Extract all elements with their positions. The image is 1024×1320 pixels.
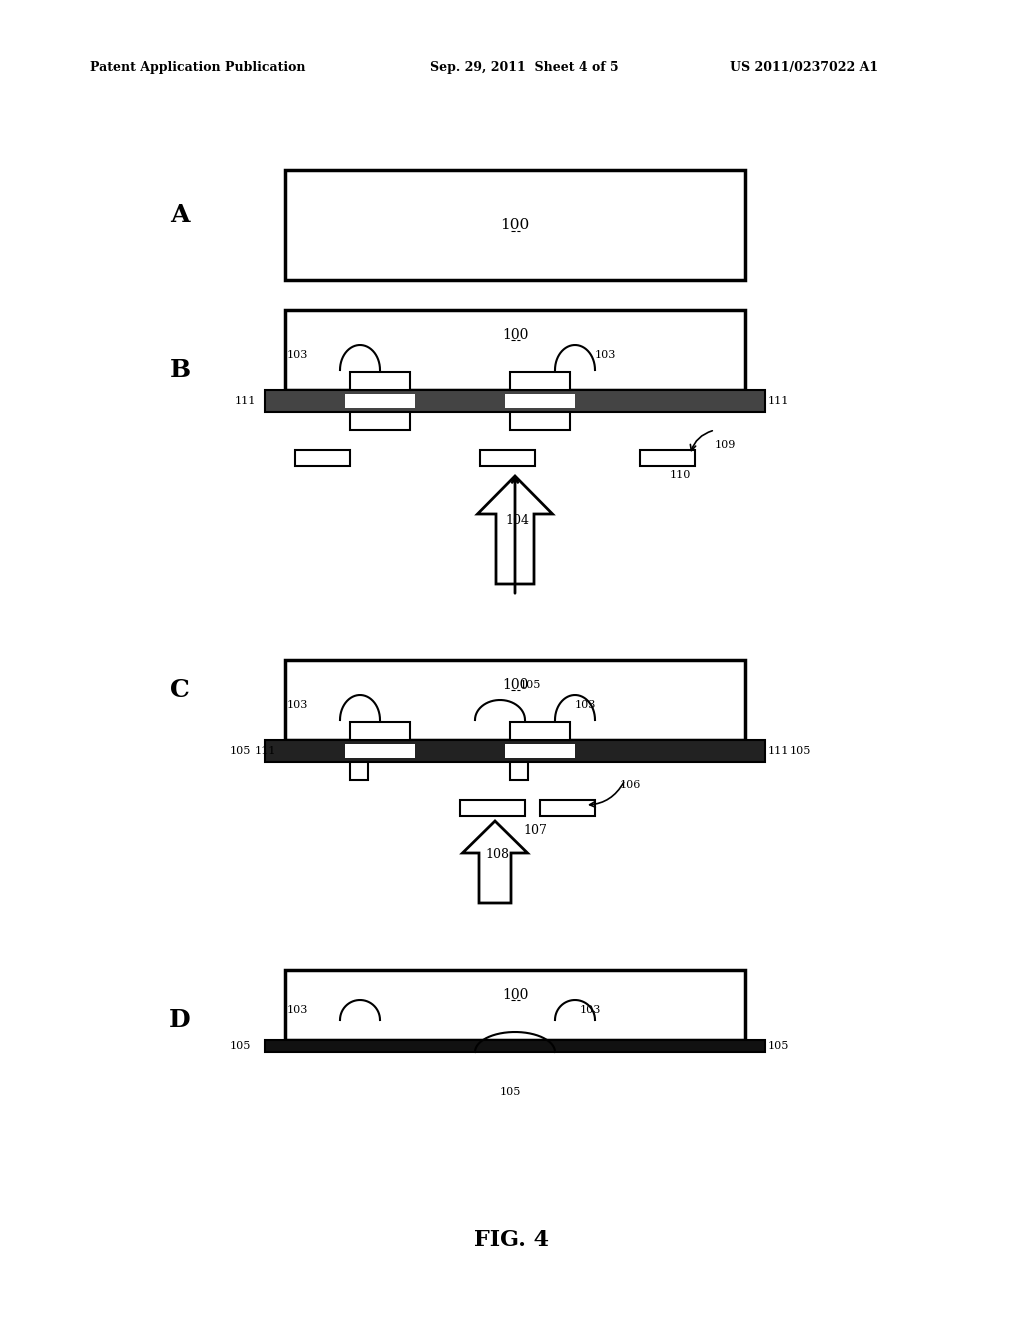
- Text: 110: 110: [670, 470, 691, 480]
- Text: FIG. 4: FIG. 4: [474, 1229, 550, 1251]
- Text: 100: 100: [502, 678, 528, 692]
- Text: 111: 111: [255, 746, 276, 756]
- Polygon shape: [505, 744, 575, 758]
- Text: 104: 104: [505, 515, 529, 528]
- Text: 105: 105: [230, 746, 251, 756]
- Text: 111: 111: [768, 746, 790, 756]
- Polygon shape: [510, 762, 528, 780]
- Text: 107: 107: [523, 825, 547, 837]
- Polygon shape: [295, 450, 350, 466]
- Polygon shape: [285, 970, 745, 1040]
- Polygon shape: [640, 450, 695, 466]
- Text: 105: 105: [230, 1041, 251, 1051]
- Polygon shape: [350, 722, 410, 741]
- Polygon shape: [480, 450, 535, 466]
- Polygon shape: [345, 744, 415, 758]
- Text: B: B: [169, 358, 190, 381]
- Text: 109: 109: [715, 440, 736, 450]
- Text: Patent Application Publication: Patent Application Publication: [90, 62, 305, 74]
- Polygon shape: [477, 477, 553, 583]
- Text: 111: 111: [234, 396, 256, 407]
- Text: D: D: [169, 1008, 190, 1032]
- Text: 105: 105: [768, 1041, 790, 1051]
- Polygon shape: [505, 393, 575, 408]
- Text: 103: 103: [595, 350, 616, 360]
- Text: 100: 100: [502, 987, 528, 1002]
- Text: US 2011/0237022 A1: US 2011/0237022 A1: [730, 62, 879, 74]
- Polygon shape: [350, 762, 368, 780]
- Polygon shape: [345, 393, 415, 408]
- Polygon shape: [285, 170, 745, 280]
- Text: 100: 100: [502, 327, 528, 342]
- Text: 106: 106: [620, 780, 641, 789]
- Polygon shape: [540, 800, 595, 816]
- Polygon shape: [265, 741, 765, 762]
- Polygon shape: [265, 389, 765, 412]
- Text: 105: 105: [790, 746, 811, 756]
- Polygon shape: [350, 412, 410, 430]
- Text: 108: 108: [485, 847, 509, 861]
- Polygon shape: [510, 412, 570, 430]
- Text: 105: 105: [500, 1086, 521, 1097]
- Polygon shape: [510, 722, 570, 741]
- Text: 103: 103: [287, 1005, 308, 1015]
- Text: 100: 100: [501, 218, 529, 232]
- Text: 103: 103: [580, 1005, 601, 1015]
- Text: 105: 105: [520, 680, 542, 690]
- Text: 103: 103: [287, 350, 308, 360]
- Polygon shape: [510, 372, 570, 389]
- Text: C: C: [170, 678, 189, 702]
- Text: 103: 103: [575, 700, 596, 710]
- Polygon shape: [285, 310, 745, 389]
- Text: 103: 103: [287, 700, 308, 710]
- Polygon shape: [463, 821, 527, 903]
- Polygon shape: [265, 1040, 765, 1052]
- Text: Sep. 29, 2011  Sheet 4 of 5: Sep. 29, 2011 Sheet 4 of 5: [430, 62, 618, 74]
- Polygon shape: [285, 660, 745, 741]
- Polygon shape: [460, 800, 525, 816]
- Text: A: A: [170, 203, 189, 227]
- Text: 111: 111: [768, 396, 790, 407]
- Polygon shape: [350, 372, 410, 389]
